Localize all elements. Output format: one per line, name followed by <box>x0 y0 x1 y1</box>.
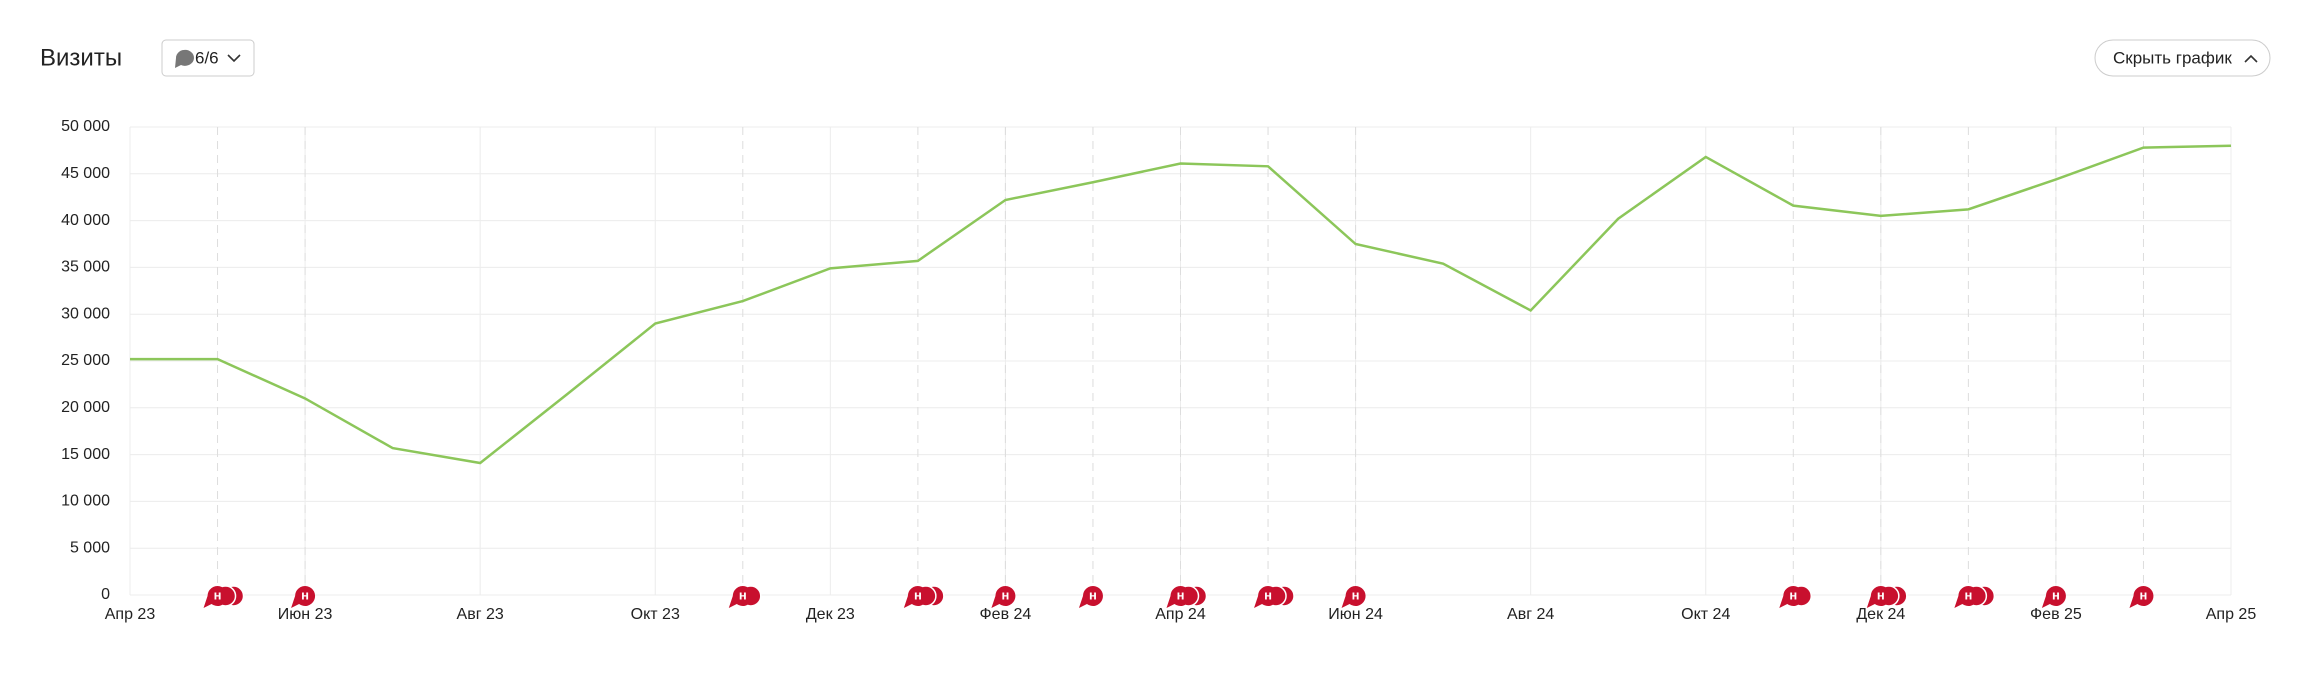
annotation-marker[interactable]: н <box>991 586 1016 608</box>
y-tick-label: 15 000 <box>61 446 110 463</box>
annotation-label: н <box>914 587 922 602</box>
annotation-label: н <box>1789 587 1797 602</box>
y-tick-label: 35 000 <box>61 259 110 276</box>
y-tick-label: 0 <box>101 586 110 603</box>
annotation-pin <box>203 586 228 608</box>
annotation-marker[interactable]: н <box>2041 586 2066 608</box>
y-tick-label: 25 000 <box>61 352 110 369</box>
annotation-pin <box>2129 585 2154 608</box>
annotation-label: н <box>2140 587 2148 602</box>
annotation-marker[interactable]: н <box>1954 585 1996 608</box>
annotation-pin <box>903 586 928 608</box>
filter-button-label[interactable]: 6/6 <box>195 48 219 67</box>
annotation-marker[interactable]: н <box>1341 585 1366 608</box>
annotation-marker[interactable]: н <box>728 585 762 608</box>
annotation-pin <box>1954 586 1979 608</box>
y-tick-label: 10 000 <box>61 493 110 510</box>
annotation-marker[interactable]: н <box>903 585 945 608</box>
annotation-label: н <box>214 587 222 602</box>
chevron <box>227 54 241 63</box>
toggle-button[interactable]: Скрыть график <box>2094 39 2271 77</box>
chevron <box>2244 54 2258 63</box>
annotation-label: н <box>2052 587 2060 602</box>
annotation-marker[interactable]: н <box>1779 585 1813 608</box>
x-tick-label: Фев 25 <box>2030 606 2082 623</box>
filter-button[interactable]: 6/6 <box>161 39 255 77</box>
annotation-pin <box>1866 586 1891 608</box>
annotation-pin <box>991 586 1016 608</box>
annotation-pin <box>2041 586 2066 608</box>
toggle-button-box[interactable] <box>2094 39 2271 77</box>
y-tick-label: 45 000 <box>61 165 110 182</box>
annotation-pin <box>1254 586 1279 608</box>
annotation-label: н <box>1264 587 1272 602</box>
annotation-marker[interactable]: н <box>1166 585 1208 608</box>
annotation-label: н <box>1177 587 1185 602</box>
x-tick-label: Июн 23 <box>278 606 333 623</box>
x-tick-label: Апр 25 <box>2206 606 2257 623</box>
annotation-pin <box>291 586 316 608</box>
annotation-label: н <box>1877 587 1885 602</box>
annotation-pin <box>1166 586 1191 608</box>
annotation-label: н <box>739 587 747 602</box>
x-tick-label: Дек 24 <box>1856 606 1905 623</box>
x-tick-label: Авг 23 <box>457 606 504 623</box>
y-tick-label: 5 000 <box>70 539 110 556</box>
annotation-marker[interactable]: н <box>2129 585 2154 608</box>
annotation-pin <box>1779 585 1804 608</box>
filter-button-box[interactable] <box>161 39 255 77</box>
x-tick-label: Окт 23 <box>631 606 680 623</box>
annotation-label: н <box>1001 587 1009 602</box>
y-tick-label: 20 000 <box>61 399 110 416</box>
toggle-button-label[interactable]: Скрыть график <box>2113 48 2232 67</box>
x-tick-label: Фев 24 <box>980 606 1032 623</box>
x-tick-label: Дек 23 <box>806 606 855 623</box>
annotation-label: н <box>1089 587 1097 602</box>
x-tick-label: Авг 24 <box>1507 606 1554 623</box>
annotation-pin <box>728 586 753 608</box>
x-tick-label: Окт 24 <box>1681 606 1730 623</box>
annotation-marker[interactable]: н <box>1078 586 1103 608</box>
annotation-marker[interactable]: н <box>1254 585 1295 608</box>
y-tick-label: 30 000 <box>61 305 110 322</box>
annotation-label: н <box>1964 587 1972 602</box>
title: Визиты <box>40 44 122 71</box>
annotation-marker[interactable]: н <box>291 586 316 608</box>
x-tick-label: Апр 23 <box>105 606 156 623</box>
annotation-label: н <box>1352 587 1360 602</box>
annotation-pin <box>1341 585 1366 608</box>
annotation-marker[interactable]: н <box>1866 585 1908 608</box>
annotation-label: н <box>301 587 309 602</box>
y-tick-label: 50 000 <box>61 118 110 135</box>
series-line <box>130 144 2232 465</box>
y-tick-label: 40 000 <box>61 212 110 229</box>
comment-icon <box>175 49 194 68</box>
x-tick-label: Июн 24 <box>1328 606 1383 623</box>
annotation-marker[interactable]: н <box>203 585 245 608</box>
annotation-pin <box>1078 586 1103 608</box>
x-tick-label: Апр 24 <box>1155 606 1206 623</box>
